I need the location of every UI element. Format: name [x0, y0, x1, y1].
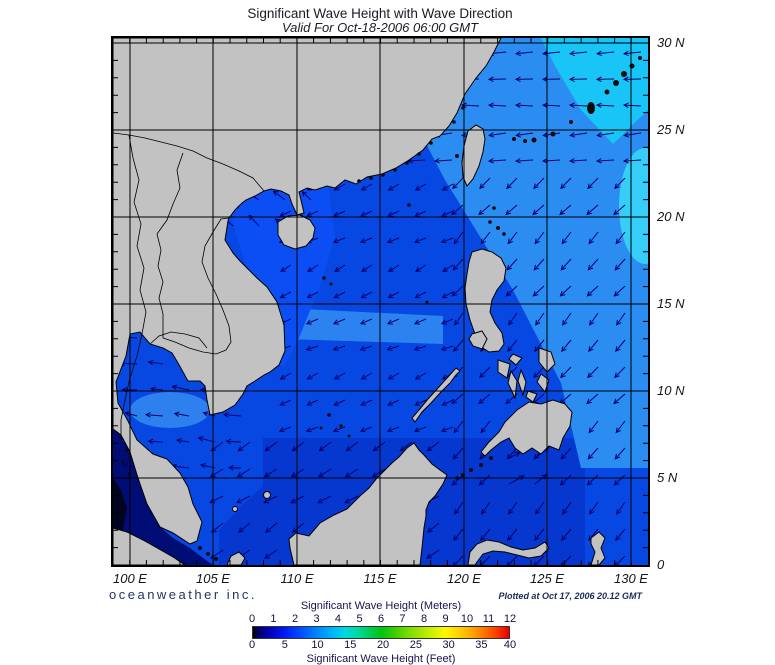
lon-label: 120 E: [447, 571, 481, 586]
scs-reef-islets: [319, 203, 429, 438]
feet-tick: 15: [344, 639, 357, 651]
feet-tick: 10: [311, 639, 324, 651]
feet-tick: 20: [376, 639, 390, 651]
lat-label: 0: [657, 557, 665, 572]
lat-label: 20 N: [657, 209, 685, 224]
degree-edge-ticks: [113, 38, 648, 565]
meters-tick: 0: [248, 613, 256, 625]
island-masbate: [508, 353, 523, 366]
meters-tick: 8: [420, 613, 428, 625]
lat-label: 30 N: [657, 35, 685, 50]
island-anambas: [232, 506, 238, 512]
feet-tick: 40: [503, 639, 517, 651]
feet-tick: 30: [442, 639, 455, 651]
island-bangka: [226, 551, 246, 565]
island-natuna: [263, 491, 271, 499]
feet-tick: 35: [475, 639, 488, 651]
border-china-vietnam: [113, 132, 265, 192]
small-islands: [119, 56, 642, 561]
colorbar-feet-label: Significant Wave Height (Feet): [306, 653, 456, 665]
island-mindoro: [468, 330, 488, 350]
meters-tick: 6: [377, 613, 385, 625]
wave-height-map: [111, 36, 650, 567]
island-mindanao: [480, 399, 573, 457]
meters-tick: 11: [482, 613, 495, 625]
lon-label: 125 E: [530, 571, 564, 586]
colorbar-meters-label: Significant Wave Height (Meters): [300, 600, 462, 612]
lon-label: 100 E: [113, 571, 147, 586]
lon-label: 130 E: [614, 571, 648, 586]
landmass-asia-mainland: [113, 38, 502, 545]
island-bohol: [525, 390, 538, 403]
feet-tick: 5: [281, 639, 288, 651]
shade-malacca-darkest: [113, 478, 127, 538]
lat-label: 15 N: [657, 296, 685, 311]
landmasses: [113, 38, 606, 565]
oceanweather-logo: oceanweather inc.: [109, 587, 258, 602]
meters-tick: 5: [356, 613, 363, 625]
country-borders: [113, 132, 265, 435]
border-vietnam-laos-cambodia: [162, 217, 232, 355]
shade-ne-light: [371, 38, 648, 468]
colorbar-gradient: [252, 626, 510, 639]
colorbar-meters-ticks: 0 1 2 3 4 5 6 7 8 9 10 11 12: [248, 613, 516, 626]
border-laos-thailand: [156, 152, 184, 338]
page-title: Significant Wave Height with Wave Direct…: [247, 6, 513, 21]
plotted-timestamp: Plotted at Oct 17, 2006 20.12 GMT: [498, 591, 642, 601]
island-palawan: [411, 367, 461, 423]
island-halmahera: [590, 531, 606, 565]
border-cambodia-thailand: [149, 331, 208, 349]
lon-label: 115 E: [363, 571, 397, 586]
meters-tick: 9: [442, 613, 449, 625]
colorbar-feet-ticks: 0 5 10 15 20 25 30 35 40: [248, 639, 516, 652]
meters-tick: 3: [313, 613, 320, 625]
lon-label: 110 E: [280, 571, 314, 586]
shade-andaman-dark: [113, 429, 213, 565]
lat-label: 25 N: [657, 122, 685, 137]
meters-tick: 2: [291, 613, 299, 625]
island-leyte: [536, 373, 550, 394]
island-cebu: [517, 368, 527, 397]
shade-ne-cyan: [541, 38, 648, 144]
island-sulawesi: [467, 539, 550, 565]
lat-label: 10 N: [657, 383, 685, 398]
island-taiwan: [461, 124, 486, 187]
lat-label: 5 N: [657, 470, 678, 485]
meters-tick: 10: [460, 613, 474, 625]
ryukyu-islands-icon: [512, 56, 642, 143]
feet-tick: 0: [248, 639, 256, 651]
feet-tick: 25: [409, 639, 422, 651]
shade-gulf-light: [130, 392, 210, 428]
island-borneo: [288, 442, 448, 565]
island-panay: [497, 359, 511, 379]
meters-tick: 12: [503, 613, 517, 625]
border-myanmar-thailand: [120, 134, 147, 435]
shade-cyan-tongue: [619, 148, 648, 264]
valid-time-subtitle: Valid For Oct-18-2006 06:00 GMT: [281, 20, 479, 35]
meters-tick: 7: [399, 613, 406, 625]
lon-label: 105 E: [196, 571, 230, 586]
island-luzon: [464, 248, 507, 353]
luzon-strait-islets: [488, 206, 506, 236]
meters-tick: 1: [270, 613, 277, 625]
meters-tick: 4: [334, 613, 342, 625]
china-coast-islets: [357, 106, 465, 183]
malacca-islets: [119, 436, 218, 561]
